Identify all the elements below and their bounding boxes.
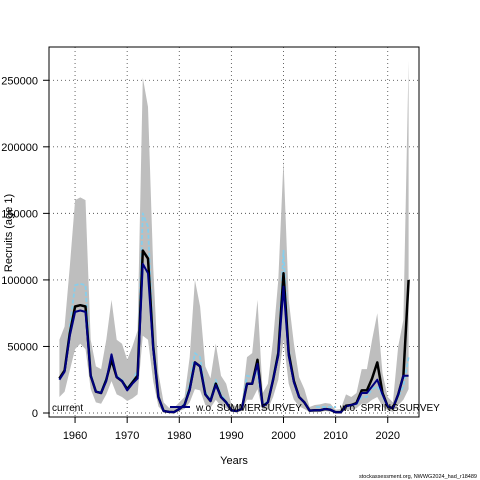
x-tick-label: 2020 (375, 430, 399, 442)
grid-lines (49, 47, 419, 417)
y-axis-label: Recruits (age 1) (3, 194, 15, 272)
x-tick-label: 2000 (271, 430, 295, 442)
series-line-1 (58, 262, 409, 414)
x-tick-label: 1990 (219, 430, 243, 442)
legend-label: w.o. SUMMERSURVEY (195, 403, 302, 414)
plot-frame (48, 46, 420, 418)
y-tick-label: 0 (32, 408, 38, 420)
band-area (59, 60, 409, 413)
x-tick-label: 2010 (323, 430, 347, 442)
x-tick-label: 1960 (63, 430, 87, 442)
y-tick-label: 50000 (7, 341, 38, 353)
x-tick-label: 1970 (115, 430, 139, 442)
y-axis-ticks: 0 50000 100000 150000 200000 250000 (1, 75, 49, 420)
x-axis-label: Years (220, 455, 248, 467)
source-footnote: stockassessment.org, NWWG2024_had_r18489 (359, 474, 477, 480)
y-tick-label: 150000 (1, 208, 38, 220)
x-axis-ticks: 1960 1970 1980 1990 2000 2010 2020 (63, 417, 400, 442)
legend: current w.o. SUMMERSURVEY w.o. SPRINGSURVE… (52, 403, 440, 414)
y-tick-label: 250000 (1, 75, 38, 87)
legend-label: current (52, 403, 83, 414)
y-tick-label: 100000 (1, 275, 38, 287)
y-tick-label: 200000 (1, 142, 38, 154)
confidence-band (59, 60, 409, 413)
legend-label: w.o. SPRINGSURVEY (339, 403, 440, 414)
x-tick-label: 1980 (167, 430, 191, 442)
series-lines (58, 212, 410, 414)
